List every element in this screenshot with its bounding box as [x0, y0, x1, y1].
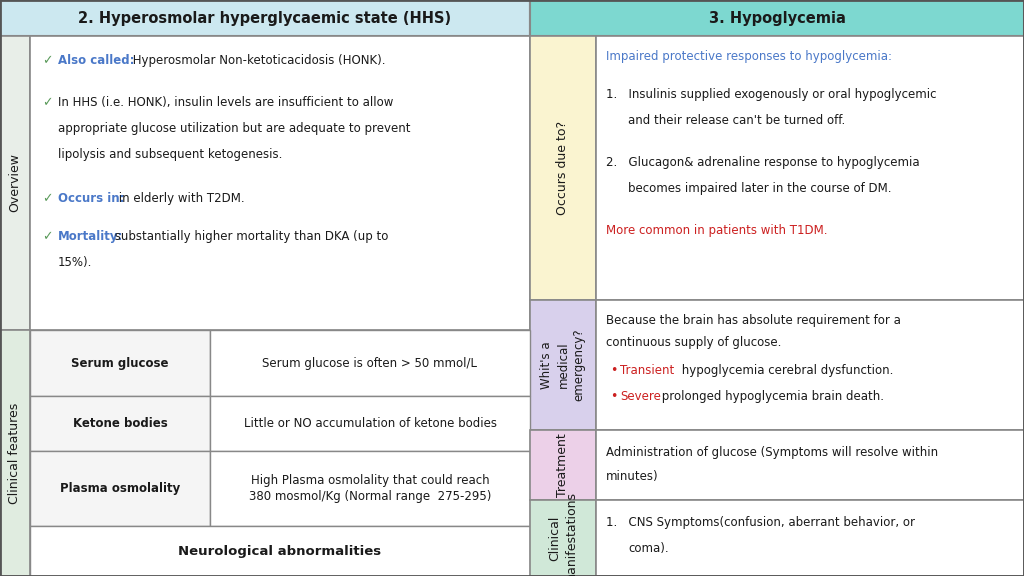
Text: minutes): minutes) [606, 470, 658, 483]
Bar [530, 300, 596, 430]
Text: 2. Hyperosmolar hyperglycaemic state (HHS): 2. Hyperosmolar hyperglycaemic state (HH… [79, 10, 452, 25]
Text: Impaired protective responses to hypoglycemia:: Impaired protective responses to hypogly… [606, 50, 892, 63]
Text: 2.   Glucagon& adrenaline response to hypoglycemia: 2. Glucagon& adrenaline response to hypo… [606, 156, 920, 169]
Text: Hyperosmolar Non-ketoticacidosis (HONK).: Hyperosmolar Non-ketoticacidosis (HONK). [129, 54, 385, 67]
Text: hypoglycemia cerebral dysfunction.: hypoglycemia cerebral dysfunction. [678, 364, 893, 377]
Bar [530, 0, 1024, 36]
Text: •: • [610, 390, 617, 403]
Bar [30, 451, 210, 526]
Text: prolonged hypoglycemia brain death.: prolonged hypoglycemia brain death. [658, 390, 884, 403]
Text: Because the brain has absolute requirement for a: Because the brain has absolute requireme… [606, 314, 901, 327]
Text: •: • [610, 364, 617, 377]
Bar [210, 330, 530, 396]
Bar [596, 36, 1024, 300]
Text: Serum glucose is often > 50 mmol/L: Serum glucose is often > 50 mmol/L [262, 357, 477, 369]
Bar [30, 36, 530, 330]
Bar [0, 330, 30, 576]
Bar [0, 36, 30, 330]
Text: ✓: ✓ [42, 230, 52, 243]
Bar [596, 300, 1024, 430]
Bar [30, 526, 530, 576]
Text: Clinical
manifestations: Clinical manifestations [549, 491, 578, 576]
Text: Occurs in:: Occurs in: [58, 192, 125, 205]
Text: High Plasma osmolality that could reach
380 mosmol/Kg (Normal range  275-295): High Plasma osmolality that could reach … [249, 474, 492, 503]
Bar [30, 330, 210, 396]
Text: Administration of glucose (Symptoms will resolve within: Administration of glucose (Symptoms will… [606, 446, 938, 459]
Bar [530, 36, 596, 300]
Text: Treatment: Treatment [556, 433, 569, 497]
Text: ✓: ✓ [42, 54, 52, 67]
Text: 3. Hypoglycemia: 3. Hypoglycemia [709, 10, 846, 25]
Text: substantially higher mortality than DKA (up to: substantially higher mortality than DKA … [111, 230, 388, 243]
Text: in elderly with T2DM.: in elderly with T2DM. [115, 192, 245, 205]
Text: Severe: Severe [620, 390, 660, 403]
Bar [210, 396, 530, 451]
Text: 1.   CNS Symptoms(confusion, aberrant behavior, or: 1. CNS Symptoms(confusion, aberrant beha… [606, 516, 915, 529]
Bar [30, 396, 210, 451]
Text: coma).: coma). [628, 542, 669, 555]
Text: 1.   Insulinis supplied exogenously or oral hypoglycemic: 1. Insulinis supplied exogenously or ora… [606, 88, 937, 101]
Text: Mortality:: Mortality: [58, 230, 123, 243]
Text: continuous supply of glucose.: continuous supply of glucose. [606, 336, 781, 349]
Text: Neurological abnormalities: Neurological abnormalities [178, 544, 382, 558]
Text: Whit's a
medical
emergency?: Whit's a medical emergency? [541, 329, 586, 401]
Bar [210, 451, 530, 526]
Bar [596, 430, 1024, 500]
Bar [0, 0, 530, 36]
Text: ✓: ✓ [42, 192, 52, 205]
Text: Plasma osmolality: Plasma osmolality [59, 482, 180, 495]
Text: Clinical features: Clinical features [8, 403, 22, 503]
Text: ✓: ✓ [42, 96, 52, 109]
Text: Little or NO accumulation of ketone bodies: Little or NO accumulation of ketone bodi… [244, 417, 497, 430]
Text: becomes impaired later in the course of DM.: becomes impaired later in the course of … [628, 182, 892, 195]
Text: Overview: Overview [8, 153, 22, 213]
Bar [530, 430, 596, 500]
Text: 15%).: 15%). [58, 256, 92, 269]
Text: Also called:: Also called: [58, 54, 134, 67]
Text: Ketone bodies: Ketone bodies [73, 417, 167, 430]
Text: In HHS (i.e. HONK), insulin levels are insufficient to allow: In HHS (i.e. HONK), insulin levels are i… [58, 96, 393, 109]
Text: More common in patients with T1DM.: More common in patients with T1DM. [606, 224, 827, 237]
Text: appropriate glucose utilization but are adequate to prevent: appropriate glucose utilization but are … [58, 122, 411, 135]
Text: Transient: Transient [620, 364, 674, 377]
Text: lipolysis and subsequent ketogenesis.: lipolysis and subsequent ketogenesis. [58, 148, 283, 161]
Text: Occurs due to?: Occurs due to? [556, 121, 569, 215]
Bar [596, 500, 1024, 576]
Bar [530, 500, 596, 576]
Text: and their release can't be turned off.: and their release can't be turned off. [628, 114, 845, 127]
Text: Serum glucose: Serum glucose [72, 357, 169, 369]
